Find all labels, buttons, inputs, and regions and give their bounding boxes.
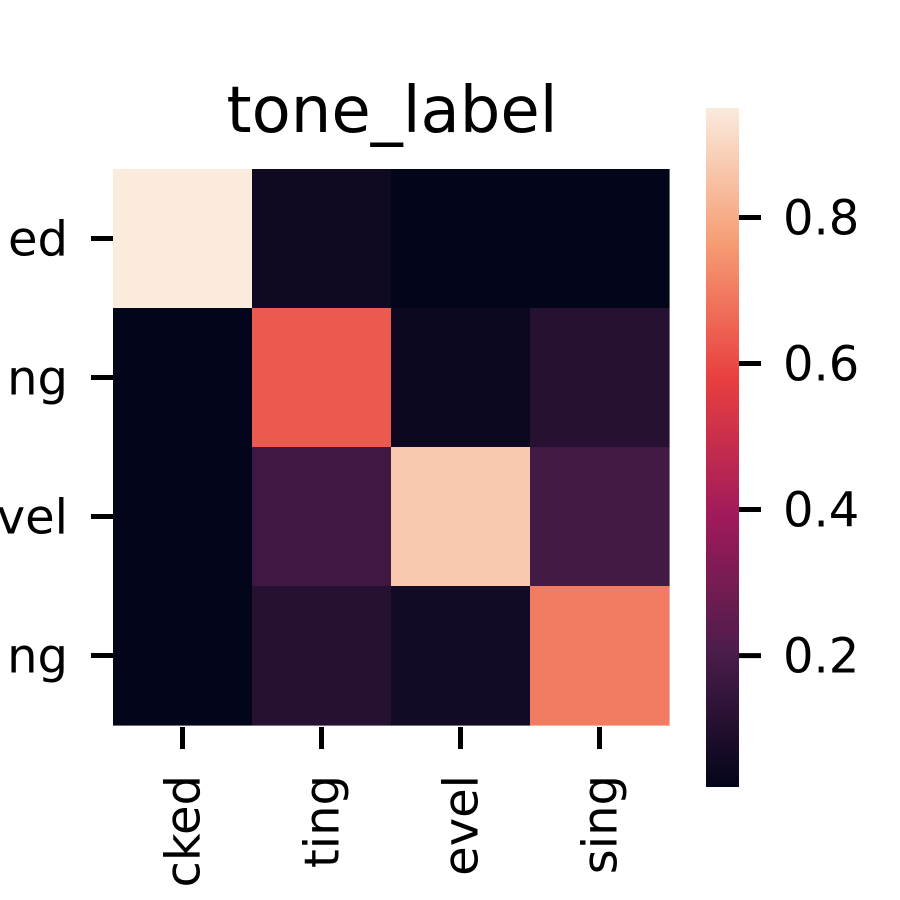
colorbar-tick-label: 0.6 [783,337,859,393]
heatmap-cell [113,169,253,309]
heatmap-cell [530,308,670,448]
heatmap-cell [391,169,531,309]
row-tick-label: vel [0,490,68,546]
heatmap-cell [391,308,531,448]
heatmap-cell [530,447,670,587]
heatmap-cell [113,308,253,448]
heatmap-cell [113,586,253,726]
colorbar-tick-label: 0.4 [783,483,859,539]
heatmap-cell [252,447,392,587]
row-tick-label: ed [8,212,68,268]
heatmap-cells [113,169,670,726]
heatmap-cell [530,169,670,309]
row-tick-group: ed ng vel ng [0,212,113,685]
row-tick-label: ng [7,351,68,407]
colorbar-tick-label: 0.8 [783,191,859,247]
heatmap-cell [530,586,670,726]
colorbar [706,108,739,787]
row-tick-label: ng [7,629,68,685]
heatmap-cell [113,447,253,587]
col-tick-label: evel [434,775,490,876]
chart-title: tone_label [227,74,558,148]
colorbar-tick-group: 0.2 0.4 0.6 0.8 [739,191,859,685]
heatmap-cell [391,447,531,587]
col-tick-label: ting [295,775,351,868]
heatmap-cell [391,586,531,726]
heatmap-cell [252,169,392,309]
col-tick-label: sing [573,775,629,874]
col-tick-group: cked ting evel sing [156,727,629,887]
col-tick-label: cked [156,775,212,887]
heatmap-cell [252,308,392,448]
heatmap-cell [252,586,392,726]
colorbar-tick-label: 0.2 [783,629,859,685]
